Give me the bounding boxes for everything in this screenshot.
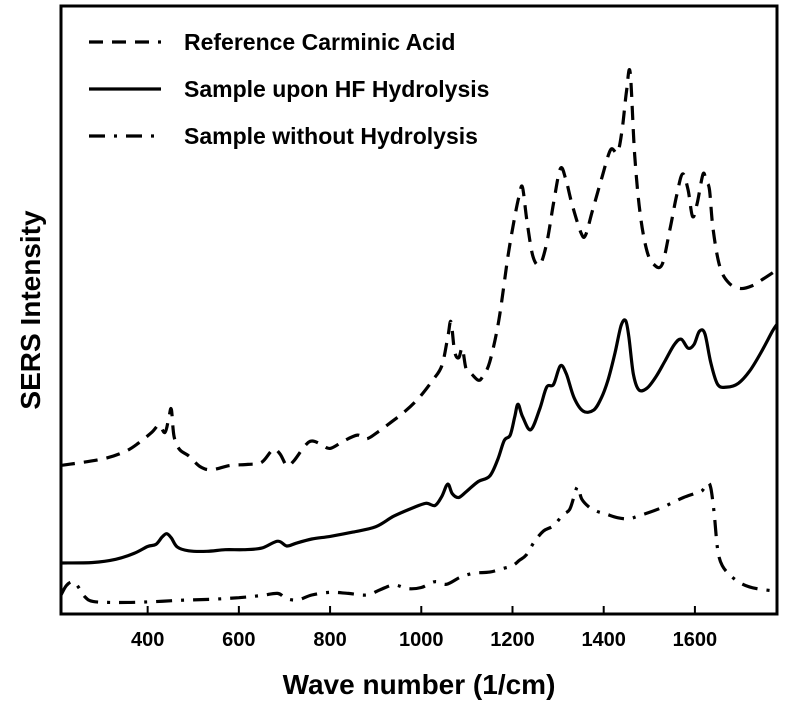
x-tick-label: 1400 — [581, 629, 626, 651]
series-line-2 — [60, 318, 779, 565]
x-tick-label: 400 — [131, 629, 164, 651]
legend-label-2: Sample upon HF Hydrolysis — [184, 76, 489, 102]
x-tick-label: 1000 — [399, 629, 444, 651]
x-axis-ticks: 400 600 800 1000 1200 1400 1600 — [131, 606, 717, 651]
x-tick-label: 600 — [222, 629, 255, 651]
legend: Reference Carminic Acid Sample upon HF Hy… — [89, 29, 489, 149]
x-tick-label: 1600 — [673, 629, 718, 651]
x-axis-title: Wave number (1/cm) — [283, 669, 556, 700]
series-layer — [59, 68, 779, 605]
legend-label-1: Reference Carminic Acid — [184, 29, 455, 55]
series-line-1 — [60, 68, 778, 472]
legend-label-3: Sample without Hydrolysis — [184, 123, 478, 149]
y-axis-title: SERS Intensity — [15, 210, 46, 410]
x-tick-label: 1200 — [490, 629, 535, 651]
series-line-3 — [59, 481, 778, 605]
plot-area-frame — [59, 4, 779, 616]
x-tick-label: 800 — [313, 629, 346, 651]
